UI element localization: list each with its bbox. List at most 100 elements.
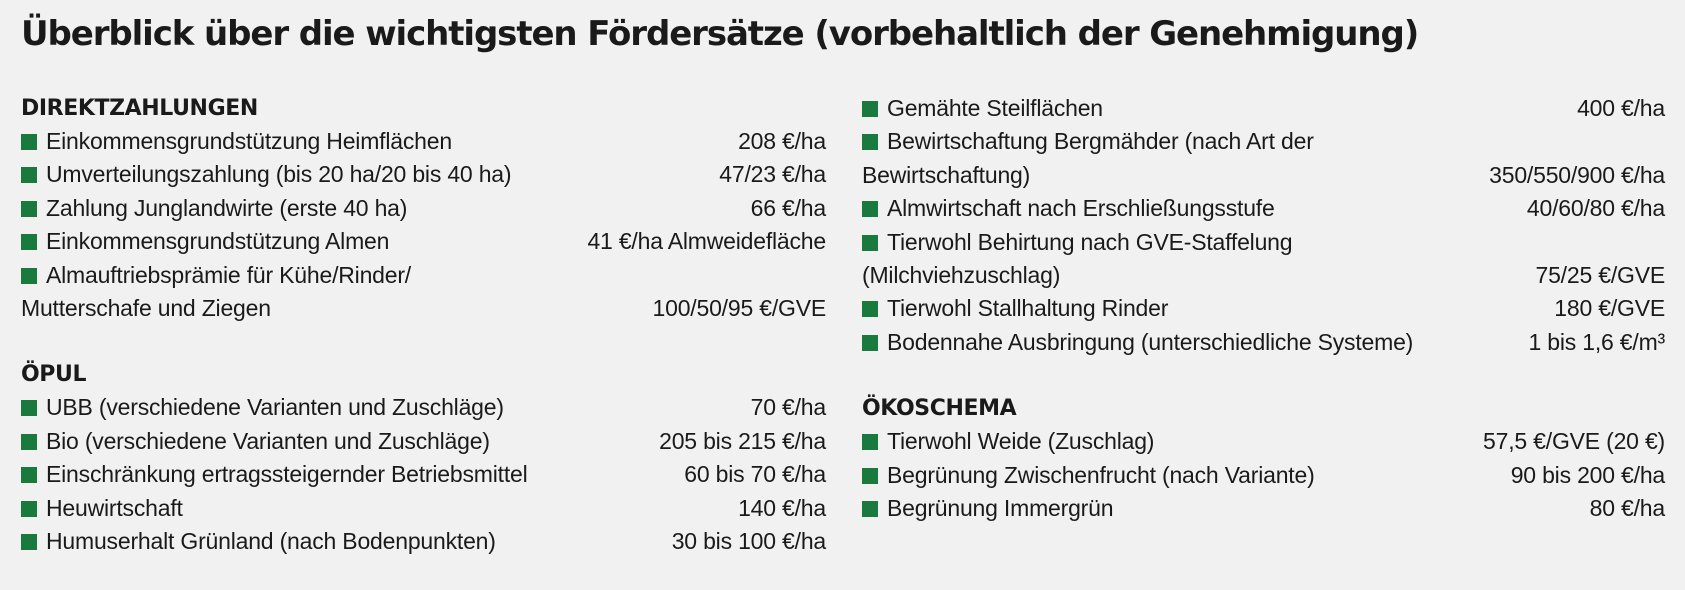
list-item-label-wrap: Einkommensgrundstützung Heimflächen [21,125,452,158]
list-item-label: Tierwohl Behirtung nach GVE-Staffelung [887,228,1293,255]
list-item-value: 140 €/ha [738,494,826,521]
list-item-line: Umverteilungszahlung (bis 20 ha/20 bis 4… [21,158,826,191]
list-item: UBB (verschiedene Varianten und Zuschläg… [21,391,826,424]
list-item-label-wrap: Bio (verschiedene Varianten und Zuschläg… [21,425,490,458]
square-bullet-icon [21,467,37,484]
list-item: Umverteilungszahlung (bis 20 ha/20 bis 4… [21,158,826,191]
list-item-label: Humuserhalt Grünland (nach Bodenpunkten) [46,528,496,555]
list-item-value: 1 bis 1,6 €/m³ [1528,328,1665,355]
list-item-label-wrap: Bewirtschaftung Bergmähder (nach Art der [862,125,1314,158]
list-item-line: Einkommensgrundstützung Heimflächen 208 €… [21,125,826,158]
list-item-line: Einkommensgrundstützung Almen 41 €/ha Alm… [21,225,826,258]
list-item-line: Heuwirtschaft 140 €/ha [21,492,826,525]
page-title: Überblick über die wichtigsten Fördersät… [21,14,1419,54]
list-item-label: Bio (verschiedene Varianten und Zuschläg… [46,427,490,454]
list-item-label: Tierwohl Stallhaltung Rinder [887,295,1169,322]
list-item-label-continued: Bewirtschaftung) [862,161,1031,188]
list-item-label-wrap: Tierwohl Behirtung nach GVE-Staffelung [862,226,1293,259]
list-item-value: 57,5 €/GVE (20 €) [1483,428,1665,455]
list-item-line: Bewirtschaftung Bergmähder (nach Art der [862,125,1665,158]
list-item-value: 70 €/ha [750,394,827,421]
list-item-label: Begrünung Zwischenfrucht (nach Variante) [887,461,1315,488]
list-item: Einkommensgrundstützung Heimflächen 208 €… [21,125,826,158]
list-item-value: 66 €/ha [750,194,827,221]
square-bullet-icon [21,534,37,551]
list-item-label-wrap: Gemähte Steilflächen [862,92,1103,125]
list-item-label-wrap: Begrünung Immergrün [862,492,1114,525]
list-item-value: 180 €/GVE [1554,295,1665,322]
list-item: Einschränkung ertragssteigernder Betrieb… [21,458,826,491]
list-item-label: Umverteilungszahlung (bis 20 ha/20 bis 4… [46,161,512,188]
list-item-line: Tierwohl Behirtung nach GVE-Staffelung [862,226,1665,259]
list-item-label-wrap: Tierwohl Stallhaltung Rinder [862,292,1168,325]
list-item: Tierwohl Stallhaltung Rinder 180 €/GVE [862,292,1665,325]
list-item-line: Begrünung Immergrün 80 €/ha [862,492,1665,525]
square-bullet-icon [21,167,37,184]
list-item-line: UBB (verschiedene Varianten und Zuschläg… [21,391,826,424]
list-item-line: Almwirtschaft nach Erschließungsstufe 40/… [862,192,1665,225]
list-item: Bio (verschiedene Varianten und Zuschläg… [21,425,826,458]
list-item-label: Zahlung Junglandwirte (erste 40 ha) [46,194,408,221]
list-item-line: Bewirtschaftung) 350/550/900 €/ha [862,159,1665,192]
list-item-label-wrap: Heuwirtschaft [21,492,183,525]
list-item-label-wrap: Einkommensgrundstützung Almen [21,225,389,258]
list-item-line: Gemähte Steilflächen 400 €/ha [862,92,1665,125]
list-item-label-wrap: Almwirtschaft nach Erschließungsstufe [862,192,1275,225]
list-item-label: Gemähte Steilflächen [887,95,1103,121]
list-item-label-wrap: Almauftriebsprämie für Kühe/Rinder/ [21,259,411,292]
section-oekoschema: ÖKOSCHEMA Tierwohl Weide (Zuschlag) 57,5 … [862,392,1665,525]
section-heading: ÖPUL [21,362,87,388]
square-bullet-icon [21,433,37,450]
list-item-label: Tierwohl Weide (Zuschlag) [887,428,1155,455]
list-item-label-wrap: Umverteilungszahlung (bis 20 ha/20 bis 4… [21,158,512,191]
square-bullet-icon [21,234,37,251]
list-item-value: 100/50/95 €/GVE [652,295,827,322]
section-oepul: ÖPUL UBB (verschiedene Varianten und Zus… [21,358,826,558]
list-item-line: Zahlung Junglandwirte (erste 40 ha) 66 €/… [21,192,826,225]
left-column: DIREKTZAHLUNGEN Einkommensgrundstützung … [21,92,826,558]
list-item-value: 47/23 €/ha [719,161,826,188]
square-bullet-icon [862,301,878,318]
list-item-label-wrap: Humuserhalt Grünland (nach Bodenpunkten) [21,525,496,558]
list-item-line: Tierwohl Stallhaltung Rinder 180 €/GVE [862,292,1665,325]
square-bullet-icon [21,200,37,217]
square-bullet-icon [862,501,878,518]
list-item-value: 205 bis 215 €/ha [659,427,826,454]
list-item: Bodennahe Ausbringung (unterschiedliche … [862,326,1665,359]
square-bullet-icon [862,434,878,451]
list-item-label-continued: (Milchviehzuschlag) [862,262,1061,289]
list-item-label-wrap: Zahlung Junglandwirte (erste 40 ha) [21,192,407,225]
list-item-value: 40/60/80 €/ha [1526,195,1665,222]
square-bullet-icon [862,134,878,151]
list-item-label: Heuwirtschaft [46,494,183,521]
list-item-label-wrap: Einschränkung ertragssteigernder Betrieb… [21,458,528,491]
list-item: Begrünung Zwischenfrucht (nach Variante)… [862,459,1665,492]
list-item-label-wrap: Bodennahe Ausbringung (unterschiedliche … [862,326,1413,359]
square-bullet-icon [862,234,878,251]
list-item: Zahlung Junglandwirte (erste 40 ha) 66 €/… [21,192,826,225]
section-heading: ÖKOSCHEMA [862,396,1017,422]
list-item-label-wrap: UBB (verschiedene Varianten und Zuschläg… [21,391,504,424]
section-oepul-continued: Gemähte Steilflächen 400 €/ha Bewirtschaft… [862,92,1665,359]
list-item: Begrünung Immergrün 80 €/ha [862,492,1665,525]
list-item: Tierwohl Weide (Zuschlag) 57,5 €/GVE (20 … [862,425,1665,458]
section-heading: DIREKTZAHLUNGEN [21,96,258,121]
list-item-label-wrap: Tierwohl Weide (Zuschlag) [862,425,1154,458]
list-item-line: Mutterschafe und Ziegen 100/50/95 €/GVE [21,292,826,325]
list-item-line: Almauftriebsprämie für Kühe/Rinder/ [21,259,826,292]
list-item: Gemähte Steilflächen 400 €/ha [862,92,1665,125]
list-item-value: 41 €/ha Almweidefläche [587,228,826,255]
list-item: Einkommensgrundstützung Almen 41 €/ha Alm… [21,225,826,258]
square-bullet-icon [862,201,878,218]
right-column: Gemähte Steilflächen 400 €/ha Bewirtschaft… [862,92,1665,525]
list-item-label-wrap: Begrünung Zwischenfrucht (nach Variante) [862,459,1315,492]
list-item-line: (Milchviehzuschlag) 75/25 €/GVE [862,259,1665,292]
list-item: Tierwohl Behirtung nach GVE-Staffelung (M… [862,226,1665,293]
list-item-label: Almauftriebsprämie für Kühe/Rinder/ [46,261,411,288]
list-item-value: 60 bis 70 €/ha [684,461,826,488]
list-item: Almwirtschaft nach Erschließungsstufe 40/… [862,192,1665,225]
list-item-line: Begrünung Zwischenfrucht (nach Variante)… [862,459,1665,492]
square-bullet-icon [21,400,37,417]
list-item-label: Begrünung Immergrün [887,495,1114,522]
